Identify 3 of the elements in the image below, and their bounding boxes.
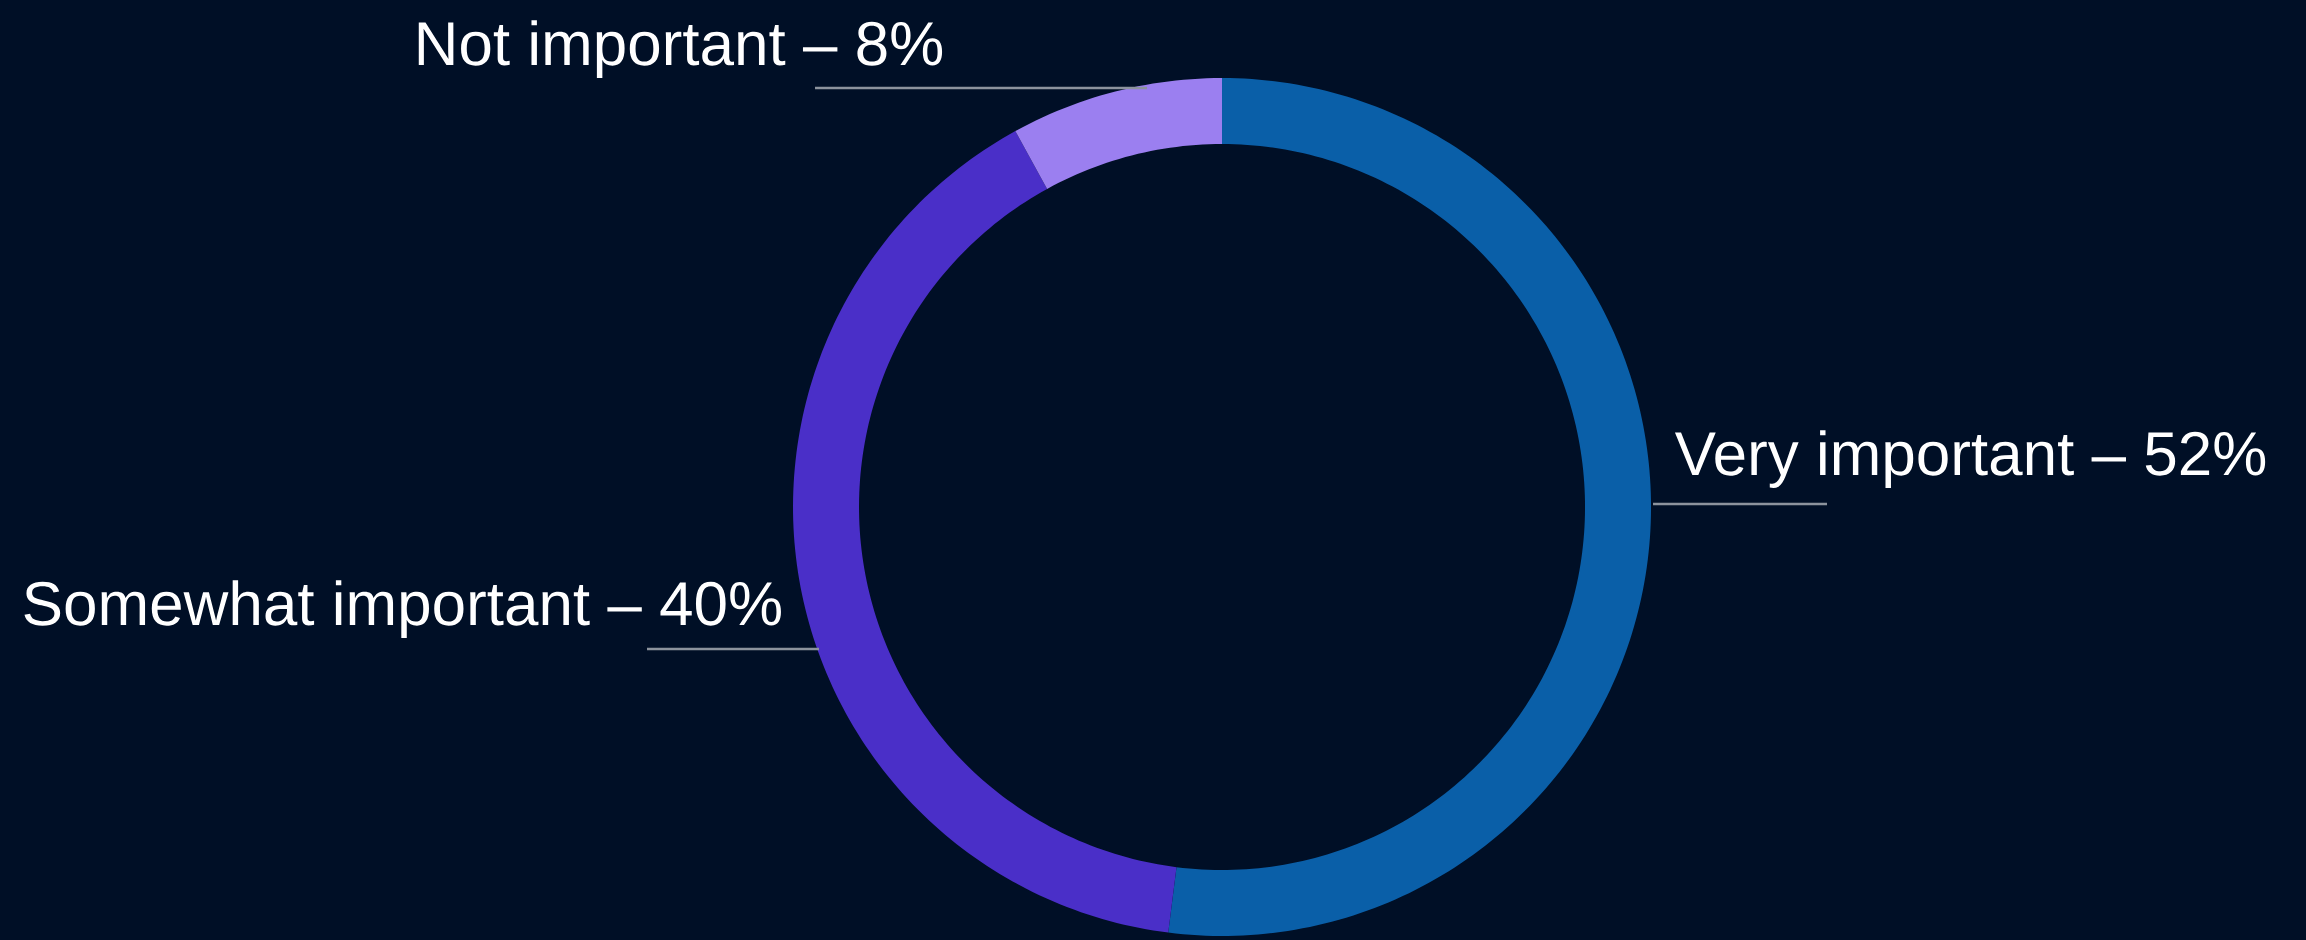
slice-label: Not important – 8%	[418, 20, 943, 78]
slice-label: Very important – 52%	[1674, 430, 2266, 488]
slice-label: Somewhat important – 40%	[24, 580, 781, 638]
